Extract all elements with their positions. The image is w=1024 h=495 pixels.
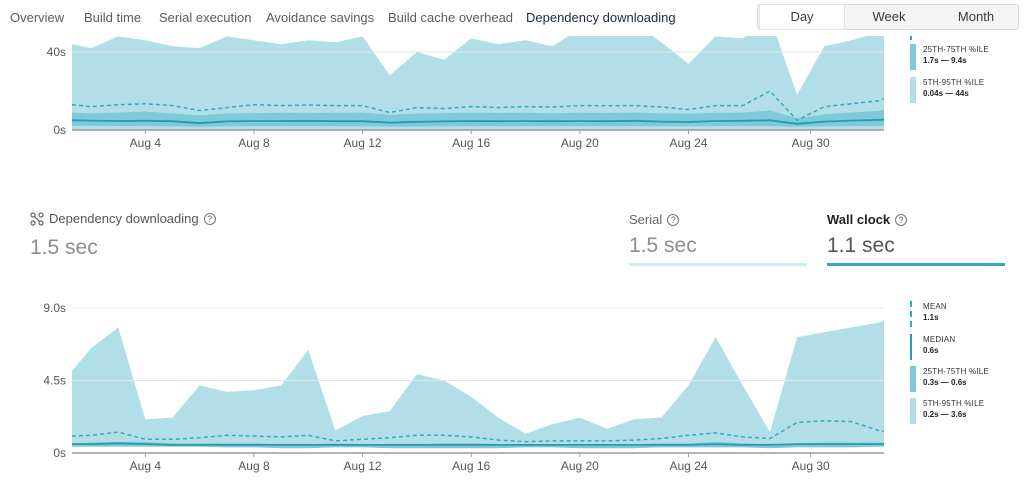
legend-value: 0.3s — 0.6s	[923, 378, 967, 387]
metric-header: Dependency downloading ?	[30, 211, 216, 226]
legend-swatch-5-95	[910, 398, 916, 424]
band-5-95-area	[72, 36, 884, 130]
y-tick-label: 40s	[47, 45, 66, 59]
legend-value: 0.2s — 3.6s	[923, 410, 967, 419]
legend-swatch-median	[910, 334, 912, 360]
serial-value: 1.5 sec	[629, 234, 697, 257]
help-icon[interactable]: ?	[203, 212, 216, 225]
range-day-button[interactable]: Day	[760, 5, 844, 29]
legend-title: 5TH-95TH %ILE	[923, 78, 985, 87]
legend-swatch-25-75	[910, 366, 916, 392]
legend-swatch-25-75	[910, 44, 916, 70]
legend-value: 1.7s — 9.4s	[923, 56, 967, 65]
legend-swatch-5-95	[910, 77, 916, 103]
x-tick-label: Aug 16	[452, 136, 490, 150]
legend-title: MEAN	[923, 302, 947, 311]
x-tick-label: Aug 8	[238, 136, 270, 150]
help-icon[interactable]: ?	[895, 213, 908, 226]
tab-build-cache-overhead[interactable]: Build cache overhead	[388, 10, 514, 25]
dependency-icon	[30, 211, 44, 226]
range-month-button[interactable]: Month	[957, 9, 995, 24]
x-tick-label: Aug 4	[130, 136, 162, 150]
y-tick-label: 4.5s	[43, 374, 66, 388]
x-tick-label: Aug 30	[792, 459, 830, 473]
x-tick-label: Aug 30	[792, 136, 830, 150]
mean-line	[72, 90, 884, 122]
legend-swatch-mean	[910, 301, 912, 327]
x-tick-label: Aug 12	[344, 459, 382, 473]
y-tick-label: 0s	[53, 446, 66, 460]
legend-title: 25TH-75TH %ILE	[923, 45, 989, 54]
x-tick-label: Aug 20	[561, 459, 599, 473]
bottom-percentile-chart: 0s 4.5s 9.0s Aug 4 Aug 8 Aug 12 Aug 16 Aug 20 Au…	[43, 301, 884, 473]
legend-title: 5TH-95TH %ILE	[923, 399, 985, 408]
tab-overview[interactable]: Overview	[10, 10, 65, 25]
legend-value: 0.04s — 44s	[923, 89, 969, 98]
x-tick-label: Aug 8	[238, 459, 270, 473]
median-line	[72, 442, 884, 446]
band-5-95-area	[72, 321, 884, 447]
x-tick-label: Aug 16	[452, 459, 490, 473]
mean-line	[72, 420, 884, 443]
tab-serial-execution[interactable]: Serial execution	[159, 10, 252, 25]
median-line	[72, 118, 884, 125]
x-tick-label: Aug 24	[669, 459, 707, 473]
wall-clock-underline	[827, 263, 1005, 266]
serial-label[interactable]: Serial ?	[629, 212, 680, 227]
top-percentile-chart: 0s 40s Aug 4 Aug 8 Aug 12 Aug 16 Aug 20 Aug 24 A…	[47, 36, 884, 150]
serial-underline	[629, 263, 807, 266]
metric-value: 1.5 sec	[30, 236, 98, 259]
x-tick-label: Aug 24	[669, 136, 707, 150]
tab-dependency-downloading[interactable]: Dependency downloading	[526, 10, 676, 25]
range-week-button[interactable]: Week	[872, 9, 906, 24]
serial-label-text: Serial	[629, 212, 663, 227]
metric-title: Dependency downloading	[49, 211, 199, 226]
legend-value: 1.1s	[923, 313, 939, 322]
legend-title: 25TH-75TH %ILE	[923, 367, 989, 376]
x-tick-label: Aug 4	[130, 459, 162, 473]
help-icon[interactable]: ?	[667, 213, 680, 226]
top-navigation: Overview Build time Serial execution Avo…	[0, 0, 1024, 36]
x-tick-label: Aug 20	[561, 136, 599, 150]
y-tick-label: 0s	[53, 123, 66, 137]
legend-mean-line-fragment	[910, 36, 912, 40]
x-tick-label: Aug 12	[344, 136, 382, 150]
tab-build-time[interactable]: Build time	[84, 10, 142, 25]
wall-clock-label[interactable]: Wall clock ?	[827, 212, 908, 227]
tab-avoidance-savings[interactable]: Avoidance savings	[266, 10, 375, 25]
wall-clock-value: 1.1 sec	[827, 234, 895, 257]
legend-title: MEDIAN	[923, 335, 956, 344]
y-tick-label: 9.0s	[43, 301, 66, 315]
legend-value: 0.6s	[923, 346, 939, 355]
time-range-toggle: Day Week Month	[757, 4, 1019, 30]
wall-clock-label-text: Wall clock	[827, 212, 891, 227]
